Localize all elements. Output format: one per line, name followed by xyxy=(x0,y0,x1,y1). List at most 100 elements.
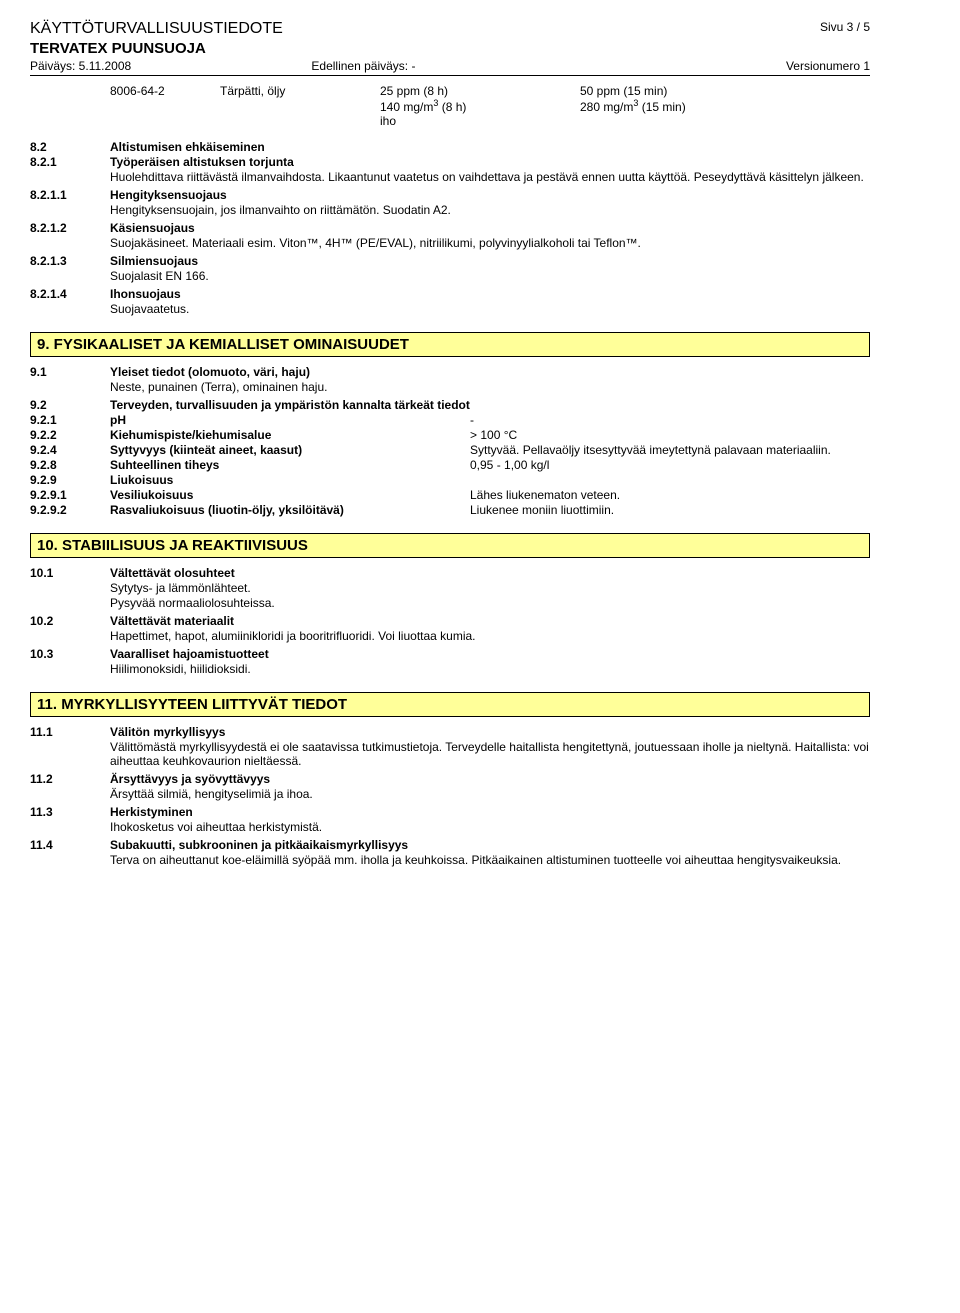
text-11-4: Terva on aiheuttanut koe-eläimillä syöpä… xyxy=(110,853,870,867)
row-10-1: 10.1 Vältettävät olosuhteet xyxy=(30,566,870,580)
text-9-1: Neste, punainen (Terra), ominainen haju. xyxy=(110,380,870,394)
label-8-2-1-2: Käsiensuojaus xyxy=(110,221,870,235)
exposure-table: 8006-64-2 Tärpätti, öljy 25 ppm (8 h) 14… xyxy=(110,84,870,128)
label-9-2-9: Liukoisuus xyxy=(110,473,470,487)
num-9-2-1: 9.2.1 xyxy=(30,413,110,427)
row-9-1: 9.1 Yleiset tiedot (olomuoto, väri, haju… xyxy=(30,365,870,379)
num-8-2-1: 8.2.1 xyxy=(30,155,110,169)
label-10-3: Vaaralliset hajoamistuotteet xyxy=(110,647,870,661)
num-9-2: 9.2 xyxy=(30,398,110,412)
section-10-header: 10. STABIILISUUS JA REAKTIIVISUUS xyxy=(30,533,870,558)
row-9-2-9: 9.2.9 Liukoisuus xyxy=(30,473,870,487)
num-11-4: 11.4 xyxy=(30,838,110,852)
num-8-2-1-3: 8.2.1.3 xyxy=(30,254,110,268)
label-9-2-4: Syttyvyys (kiinteät aineet, kaasut) xyxy=(110,443,470,457)
label-11-1: Välitön myrkyllisyys xyxy=(110,725,870,739)
row-9-2-8: 9.2.8 Suhteellinen tiheys 0,95 - 1,00 kg… xyxy=(30,458,870,472)
version-label: Versionumero 1 xyxy=(593,59,870,73)
num-9-2-4: 9.2.4 xyxy=(30,443,110,457)
label-8-2-1: Työperäisen altistuksen torjunta xyxy=(110,155,870,169)
val-9-2-8: 0,95 - 1,00 kg/l xyxy=(470,458,870,472)
text-8-2-1-3: Suojalasit EN 166. xyxy=(110,269,870,283)
text-10-1a: Sytytys- ja lämmönlähteet. xyxy=(110,581,870,595)
document-header: KÄYTTÖTURVALLISUUSTIEDOTE Sivu 3 / 5 xyxy=(30,20,870,38)
section-11-header: 11. MYRKYLLISYYTEEN LIITTYVÄT TIEDOT xyxy=(30,692,870,717)
row-8-2-1: 8.2.1 Työperäisen altistuksen torjunta xyxy=(30,155,870,169)
num-8-2-1-4: 8.2.1.4 xyxy=(30,287,110,301)
num-11-3: 11.3 xyxy=(30,805,110,819)
label-9-2-1: pH xyxy=(110,413,470,427)
label-11-2: Ärsyttävyys ja syövyttävyys xyxy=(110,772,870,786)
num-9-2-9-2: 9.2.9.2 xyxy=(30,503,110,517)
text-11-3: Ihokosketus voi aiheuttaa herkistymistä. xyxy=(110,820,870,834)
row-9-2-2: 9.2.2 Kiehumispiste/kiehumisalue > 100 °… xyxy=(30,428,870,442)
label-8-2-1-1: Hengityksensuojaus xyxy=(110,188,870,202)
text-10-3: Hiilimonoksidi, hiilidioksidi. xyxy=(110,662,870,676)
num-9-2-8: 9.2.8 xyxy=(30,458,110,472)
val-9-2-9-1: Lähes liukenematon veteen. xyxy=(470,488,870,502)
row-9-2-9-1: 9.2.9.1 Vesiliukoisuus Lähes liukenemato… xyxy=(30,488,870,502)
exposure-val2a: 50 ppm (15 min) xyxy=(580,84,870,98)
label-10-1: Vältettävät olosuhteet xyxy=(110,566,870,580)
row-9-2-9-2: 9.2.9.2 Rasvaliukoisuus (liuotin-öljy, y… xyxy=(30,503,870,517)
row-9-2-4: 9.2.4 Syttyvyys (kiinteät aineet, kaasut… xyxy=(30,443,870,457)
label-11-4: Subakuutti, subkrooninen ja pitkäaikaism… xyxy=(110,838,870,852)
row-8-2-1-2: 8.2.1.2 Käsiensuojaus xyxy=(30,221,870,235)
label-9-2-9-1: Vesiliukoisuus xyxy=(110,488,470,502)
num-10-3: 10.3 xyxy=(30,647,110,661)
label-10-2: Vältettävät materiaalit xyxy=(110,614,870,628)
label-9-2-8: Suhteellinen tiheys xyxy=(110,458,470,472)
num-11-1: 11.1 xyxy=(30,725,110,739)
exposure-col1: 25 ppm (8 h) 140 mg/m3 (8 h) iho xyxy=(380,84,580,128)
exposure-val1c: iho xyxy=(380,114,580,128)
num-9-2-2: 9.2.2 xyxy=(30,428,110,442)
num-11-2: 11.2 xyxy=(30,772,110,786)
text-8-2-1: Huolehdittava riittävästä ilmanvaihdosta… xyxy=(110,170,870,184)
exposure-substance: Tärpätti, öljy xyxy=(220,84,380,128)
row-11-4: 11.4 Subakuutti, subkrooninen ja pitkäai… xyxy=(30,838,870,852)
date-label: Päiväys: 5.11.2008 xyxy=(30,59,307,73)
exposure-val1b: 140 mg/m3 (8 h) xyxy=(380,98,580,114)
page-number: Sivu 3 / 5 xyxy=(820,20,870,34)
label-9-2-9-2: Rasvaliukoisuus (liuotin-öljy, yksilöitä… xyxy=(110,503,470,517)
row-11-1: 11.1 Välitön myrkyllisyys xyxy=(30,725,870,739)
row-9-2-1: 9.2.1 pH - xyxy=(30,413,870,427)
val-9-2-4: Syttyvää. Pellavaöljy itsesyttyvää imeyt… xyxy=(470,443,870,457)
prev-date-label: Edellinen päiväys: - xyxy=(311,59,588,73)
row-8-2: 8.2 Altistumisen ehkäiseminen xyxy=(30,140,870,154)
exposure-cas: 8006-64-2 xyxy=(110,84,220,128)
text-8-2-1-1: Hengityksensuojain, jos ilmanvaihto on r… xyxy=(110,203,870,217)
section-9-header: 9. FYSIKAALISET JA KEMIALLISET OMINAISUU… xyxy=(30,332,870,357)
num-8-2: 8.2 xyxy=(30,140,110,154)
text-11-1: Välittömästä myrkyllisyydestä ei ole saa… xyxy=(110,740,870,768)
row-8-2-1-3: 8.2.1.3 Silmiensuojaus xyxy=(30,254,870,268)
label-9-2: Terveyden, turvallisuuden ja ympäristön … xyxy=(110,398,870,412)
exposure-val2b: 280 mg/m3 (15 min) xyxy=(580,98,870,114)
row-8-2-1-4: 8.2.1.4 Ihonsuojaus xyxy=(30,287,870,301)
document-type: KÄYTTÖTURVALLISUUSTIEDOTE xyxy=(30,20,283,38)
text-11-2: Ärsyttää silmiä, hengityselimiä ja ihoa. xyxy=(110,787,870,801)
date-row: Päiväys: 5.11.2008 Edellinen päiväys: - … xyxy=(30,59,870,76)
text-8-2-1-4: Suojavaatetus. xyxy=(110,302,870,316)
label-8-2: Altistumisen ehkäiseminen xyxy=(110,140,870,154)
row-10-2: 10.2 Vältettävät materiaalit xyxy=(30,614,870,628)
label-8-2-1-4: Ihonsuojaus xyxy=(110,287,870,301)
exposure-col2: 50 ppm (15 min) 280 mg/m3 (15 min) xyxy=(580,84,870,128)
val-9-2-1: - xyxy=(470,413,870,427)
product-name: TERVATEX PUUNSUOJA xyxy=(30,40,870,57)
num-8-2-1-2: 8.2.1.2 xyxy=(30,221,110,235)
num-9-2-9: 9.2.9 xyxy=(30,473,110,487)
text-10-2: Hapettimet, hapot, alumiinikloridi ja bo… xyxy=(110,629,870,643)
num-9-2-9-1: 9.2.9.1 xyxy=(30,488,110,502)
label-9-2-2: Kiehumispiste/kiehumisalue xyxy=(110,428,470,442)
num-8-2-1-1: 8.2.1.1 xyxy=(30,188,110,202)
text-10-1b: Pysyvää normaaliolosuhteissa. xyxy=(110,596,870,610)
num-9-1: 9.1 xyxy=(30,365,110,379)
exposure-val1a: 25 ppm (8 h) xyxy=(380,84,580,98)
row-11-2: 11.2 Ärsyttävyys ja syövyttävyys xyxy=(30,772,870,786)
row-9-2: 9.2 Terveyden, turvallisuuden ja ympäris… xyxy=(30,398,870,412)
val-9-2-2: > 100 °C xyxy=(470,428,870,442)
num-10-1: 10.1 xyxy=(30,566,110,580)
row-11-3: 11.3 Herkistyminen xyxy=(30,805,870,819)
row-8-2-1-1: 8.2.1.1 Hengityksensuojaus xyxy=(30,188,870,202)
